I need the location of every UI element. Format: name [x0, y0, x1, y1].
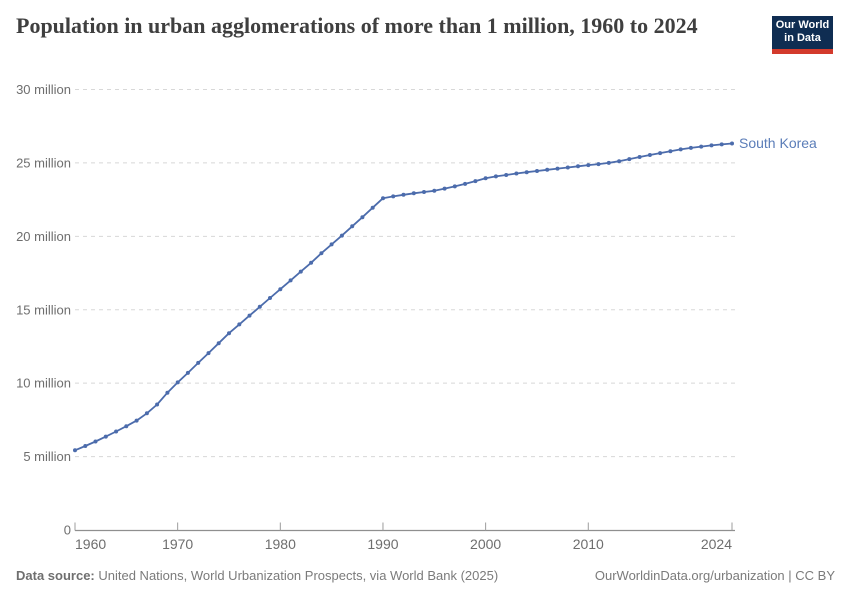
y-axis-label: 20 million — [16, 229, 71, 244]
data-point[interactable] — [175, 380, 180, 385]
data-point[interactable] — [309, 260, 314, 265]
x-axis-label: 1970 — [162, 536, 193, 552]
data-point[interactable] — [350, 224, 355, 229]
data-point[interactable] — [319, 251, 324, 256]
data-point[interactable] — [668, 149, 673, 154]
chart-title: Population in urban agglomerations of mo… — [16, 13, 698, 38]
data-point[interactable] — [637, 155, 642, 159]
series-line[interactable] — [74, 142, 733, 452]
data-source-text: United Nations, World Urbanization Prosp… — [94, 568, 499, 583]
data-point[interactable] — [555, 166, 560, 171]
y-axis-label: 10 million — [16, 376, 71, 391]
data-point[interactable] — [493, 174, 498, 179]
data-point[interactable] — [452, 184, 457, 189]
data-point[interactable] — [514, 171, 519, 176]
data-point[interactable] — [237, 322, 242, 327]
data-point[interactable] — [545, 167, 550, 172]
data-point[interactable] — [606, 160, 611, 165]
data-point[interactable] — [257, 304, 262, 309]
data-point[interactable] — [401, 192, 406, 197]
data-point[interactable] — [699, 144, 704, 149]
chart-footer: Data source: United Nations, World Urban… — [16, 568, 835, 584]
data-point[interactable] — [144, 411, 149, 416]
owid-logo[interactable]: Our World in Data — [772, 16, 833, 54]
data-point[interactable] — [627, 157, 632, 162]
x-axis-label: 1960 — [75, 536, 106, 552]
credit-link[interactable]: OurWorldinData.org/urbanization | CC BY — [594, 568, 835, 583]
data-point[interactable] — [565, 165, 570, 170]
data-point[interactable] — [227, 331, 231, 336]
data-point[interactable] — [658, 151, 663, 156]
data-point[interactable] — [730, 141, 734, 146]
data-point[interactable] — [155, 402, 160, 407]
data-point[interactable] — [278, 287, 283, 292]
x-axis-label: 2024 — [701, 536, 732, 552]
data-point[interactable] — [298, 269, 303, 274]
data-point[interactable] — [504, 173, 509, 177]
y-axis-label: 0 — [64, 523, 71, 538]
owid-logo-text: Our World in Data — [775, 19, 830, 44]
data-point[interactable] — [647, 153, 652, 157]
data-point[interactable] — [360, 215, 365, 220]
x-axis-label: 2010 — [573, 536, 604, 552]
data-point[interactable] — [288, 278, 293, 283]
data-point[interactable] — [247, 313, 252, 318]
data-point[interactable] — [678, 147, 683, 152]
data-point[interactable] — [422, 190, 426, 194]
data-point[interactable] — [586, 163, 591, 168]
data-point[interactable] — [268, 296, 272, 300]
data-point[interactable] — [329, 242, 334, 247]
data-point[interactable] — [196, 360, 201, 365]
data-point[interactable] — [432, 188, 437, 193]
data-point[interactable] — [463, 181, 468, 186]
data-point[interactable] — [73, 448, 77, 453]
x-axis-label: 2000 — [470, 536, 501, 552]
data-point[interactable] — [124, 424, 129, 429]
y-axis-label: 30 million — [16, 82, 71, 97]
y-axis-label: 5 million — [23, 449, 71, 464]
data-source: Data source: United Nations, World Urban… — [16, 568, 498, 584]
data-point[interactable] — [206, 351, 211, 356]
data-point[interactable] — [134, 418, 139, 423]
data-point[interactable] — [596, 162, 601, 167]
data-source-label: Data source: — [16, 568, 95, 583]
data-point[interactable] — [185, 370, 190, 375]
data-point[interactable] — [381, 196, 385, 201]
data-point[interactable] — [535, 169, 539, 173]
x-axis-label: 1980 — [265, 536, 296, 552]
data-point[interactable] — [411, 191, 416, 196]
data-point[interactable] — [165, 390, 170, 395]
data-point[interactable] — [483, 176, 488, 181]
data-point[interactable] — [719, 142, 724, 147]
y-axis-label: 25 million — [16, 155, 71, 170]
data-point[interactable] — [216, 341, 221, 346]
data-point[interactable] — [370, 205, 375, 210]
data-point[interactable] — [103, 434, 108, 439]
data-point[interactable] — [339, 233, 344, 238]
data-point[interactable] — [524, 170, 529, 175]
data-point[interactable] — [576, 164, 580, 169]
data-point[interactable] — [391, 194, 396, 199]
data-point[interactable] — [709, 143, 714, 148]
y-axis-label: 15 million — [16, 302, 71, 317]
data-point[interactable] — [83, 444, 88, 448]
data-point[interactable] — [442, 186, 447, 191]
x-axis-label: 1990 — [367, 536, 398, 552]
data-point[interactable] — [114, 429, 119, 434]
data-point[interactable] — [473, 179, 478, 184]
data-point[interactable] — [688, 145, 693, 150]
data-point[interactable] — [617, 159, 622, 164]
series-end-label[interactable]: South Korea — [739, 135, 817, 151]
data-point[interactable] — [93, 439, 98, 444]
